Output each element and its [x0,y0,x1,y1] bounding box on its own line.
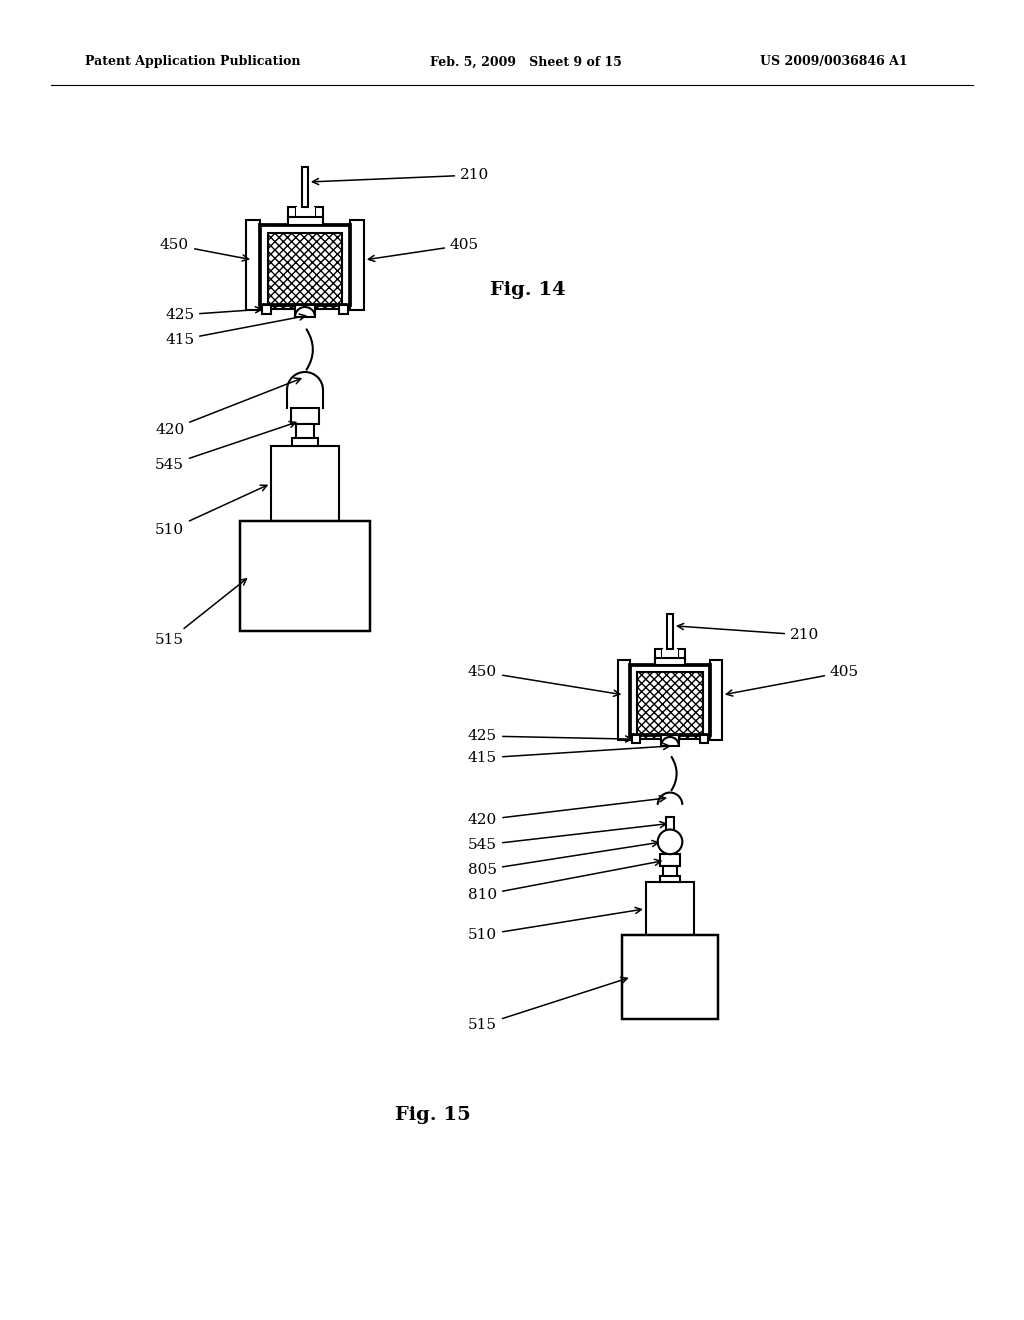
Text: 405: 405 [369,238,479,261]
Bar [710,660,722,739]
Bar [618,660,631,739]
Bar [646,882,694,935]
Bar [296,424,314,446]
Bar [631,665,710,735]
Text: 545: 545 [468,821,667,851]
Bar [246,220,260,310]
Text: Feb. 5, 2009   Sheet 9 of 15: Feb. 5, 2009 Sheet 9 of 15 [430,55,622,69]
Bar [700,735,708,743]
Text: US 2009/0036846 A1: US 2009/0036846 A1 [760,55,907,69]
Text: 515: 515 [468,977,628,1032]
Bar [268,234,342,309]
Bar [262,305,271,314]
Bar [678,649,685,665]
Text: 425: 425 [468,729,632,743]
Bar [662,649,678,665]
Text: 425: 425 [165,306,261,322]
Bar [296,207,314,224]
Text: 210: 210 [312,168,489,185]
Bar [302,168,308,207]
Bar [660,876,680,882]
Bar [622,935,719,1019]
Text: Fig. 15: Fig. 15 [395,1106,471,1125]
Bar [268,234,342,309]
Circle shape [657,829,682,854]
Bar [288,216,323,224]
Bar [288,207,296,224]
Bar [668,614,673,649]
Text: 415: 415 [468,743,670,766]
Text: 805: 805 [468,841,658,876]
Bar [632,735,640,743]
Text: Patent Application Publication: Patent Application Publication [85,55,300,69]
Bar [292,438,318,446]
Bar [350,220,364,310]
Bar [295,305,315,317]
Bar [654,657,685,665]
Bar [666,817,675,829]
Bar [637,672,702,739]
Text: Fig. 14: Fig. 14 [490,281,565,300]
Text: 510: 510 [155,486,267,537]
Text: 545: 545 [155,421,296,473]
Bar [654,649,662,665]
Text: 420: 420 [155,378,301,437]
Bar [291,408,319,424]
Text: 210: 210 [678,623,819,642]
Bar [240,521,370,631]
Text: 510: 510 [468,907,641,942]
Bar [662,735,679,746]
Text: 515: 515 [155,578,247,647]
Text: 415: 415 [165,314,305,347]
Bar [637,672,702,739]
Text: 405: 405 [726,665,859,696]
Text: 420: 420 [468,796,666,828]
Bar [660,854,680,866]
Bar [663,866,677,882]
Bar [314,207,323,224]
Bar [339,305,348,314]
Bar [271,446,339,521]
Text: 450: 450 [468,665,620,697]
Text: 450: 450 [160,238,249,261]
Text: 810: 810 [468,859,660,902]
Bar [260,224,350,305]
